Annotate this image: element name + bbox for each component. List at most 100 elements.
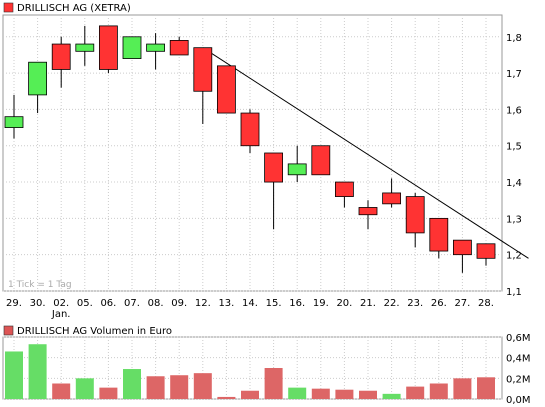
candle-body-down: [51, 43, 71, 70]
x-tick-label: 06.: [100, 298, 116, 309]
volume-bar-up: [28, 344, 47, 399]
price-y-tick-label: 1,6: [506, 105, 522, 116]
volume-bar-down: [193, 373, 212, 399]
candle-body-down: [358, 207, 378, 216]
volume-bar-up: [288, 387, 307, 399]
x-tick-label: 02.: [53, 298, 69, 309]
candle: [264, 152, 284, 230]
x-tick-label: 09.: [171, 298, 187, 309]
price-y-tick-label: 1,4: [506, 178, 522, 189]
price-y-tick-label: 1,3: [506, 214, 522, 225]
x-tick-label: 29.: [6, 298, 22, 309]
volume-legend-label: DRILLISCH AG Volumen in Euro: [17, 326, 172, 337]
x-tick-label: 15.: [266, 298, 282, 309]
volume-bar-down: [311, 388, 330, 399]
candle-body-down: [334, 181, 354, 197]
x-tick-label: 27.: [454, 298, 470, 309]
volume-bar-down: [453, 378, 472, 399]
candle: [146, 33, 166, 70]
candle-body-down: [311, 145, 331, 176]
price-y-tick-label: 1,7: [506, 69, 522, 80]
price-panel: 1,1 1,2 1,3 1,4 1,5 1,6 1,7 1,8 29. 30. 02. 05. 06.…: [2, 2, 529, 320]
candle-body-down: [216, 65, 236, 114]
candle-body-down: [169, 40, 189, 56]
candle: [169, 36, 189, 56]
candle: [193, 47, 213, 124]
candle-body-up: [287, 163, 307, 176]
trendline: [202, 47, 529, 259]
price-plot-frame: [2, 14, 503, 292]
candles: [4, 25, 496, 273]
candle-body-down: [452, 239, 472, 256]
x-tick-label: 16.: [289, 298, 305, 309]
candle-body-down: [99, 25, 118, 70]
volume-y-tick-label: 0,2M: [506, 374, 531, 385]
candle: [429, 217, 449, 259]
x-tick-label: 19.: [313, 298, 329, 309]
candle-body-down: [429, 217, 449, 252]
volume-bar-up: [382, 393, 401, 399]
x-tick-label: 21.: [360, 298, 376, 309]
x-tick-label: 07.: [124, 298, 140, 309]
volume-bar-down: [477, 377, 495, 399]
volume-y-tick-label: 0,6M: [506, 333, 531, 344]
x-tick-label: 12.: [195, 298, 211, 309]
candle: [476, 243, 496, 266]
price-y-tick-label: 1,5: [506, 142, 522, 153]
candle-body-down: [240, 112, 260, 147]
candle: [452, 239, 472, 273]
volume-bar-up: [123, 369, 141, 399]
price-legend-swatch: [3, 2, 14, 13]
candle-body-down: [476, 243, 496, 259]
candle: [4, 94, 24, 139]
tick-note: 1 Tick = 1 Tag: [8, 280, 72, 290]
x-tick-label: 28.: [478, 298, 494, 309]
volume-bar-down: [52, 383, 71, 399]
candle: [75, 25, 95, 66]
price-y-tick-label: 1,8: [506, 33, 522, 44]
candle: [240, 109, 260, 153]
month-label: Jan.: [51, 309, 71, 320]
volume-bar-up: [5, 351, 23, 399]
price-y-tick-label: 1,2: [506, 251, 522, 262]
price-y-tick-label: 1,1: [506, 287, 522, 298]
volume-y-tick-label: 0,0M: [506, 395, 531, 406]
candle-body-up: [146, 43, 166, 52]
candle: [334, 181, 354, 208]
volume-bar-down: [99, 387, 118, 399]
volume-bar-down: [429, 383, 448, 399]
candle: [287, 145, 307, 183]
x-tick-label: 08.: [148, 298, 164, 309]
candle: [99, 25, 118, 74]
candle-body-up: [4, 116, 24, 128]
volume-y-axis: 0,0M 0,2M 0,4M 0,6M: [506, 333, 531, 406]
x-tick-label: 14.: [242, 298, 258, 309]
volume-y-tick-label: 0,4M: [506, 354, 531, 365]
candle-body-down: [264, 152, 284, 183]
volume-bar-down: [406, 386, 425, 399]
candle-body-up: [75, 43, 95, 52]
candle-body-down: [382, 192, 402, 205]
candle-body-up: [28, 61, 48, 96]
x-tick-label: 30.: [30, 298, 46, 309]
x-tick-label: 23.: [407, 298, 423, 309]
candle: [122, 36, 142, 59]
candle: [311, 145, 331, 176]
volume-bar-up: [75, 378, 94, 399]
candle: [51, 36, 71, 88]
candle: [28, 61, 48, 114]
price-legend-label: DRILLISCH AG (XETRA): [17, 3, 131, 14]
candle-body-down: [193, 47, 213, 92]
candle: [382, 178, 402, 208]
candle: [358, 200, 378, 230]
candle-body-down: [405, 196, 425, 234]
volume-bars: [5, 344, 495, 399]
candle-body-up: [122, 36, 142, 59]
x-axis-labels: 29. 30. 02. 05. 06. 07. 08. 09. 12. 13. 14. 15. 16. 1…: [6, 298, 494, 320]
trendline-segment: [202, 47, 529, 259]
volume-legend-swatch: [3, 325, 14, 336]
x-tick-label: 20.: [336, 298, 352, 309]
volume-bar-down: [264, 368, 283, 399]
x-tick-label: 13.: [218, 298, 234, 309]
